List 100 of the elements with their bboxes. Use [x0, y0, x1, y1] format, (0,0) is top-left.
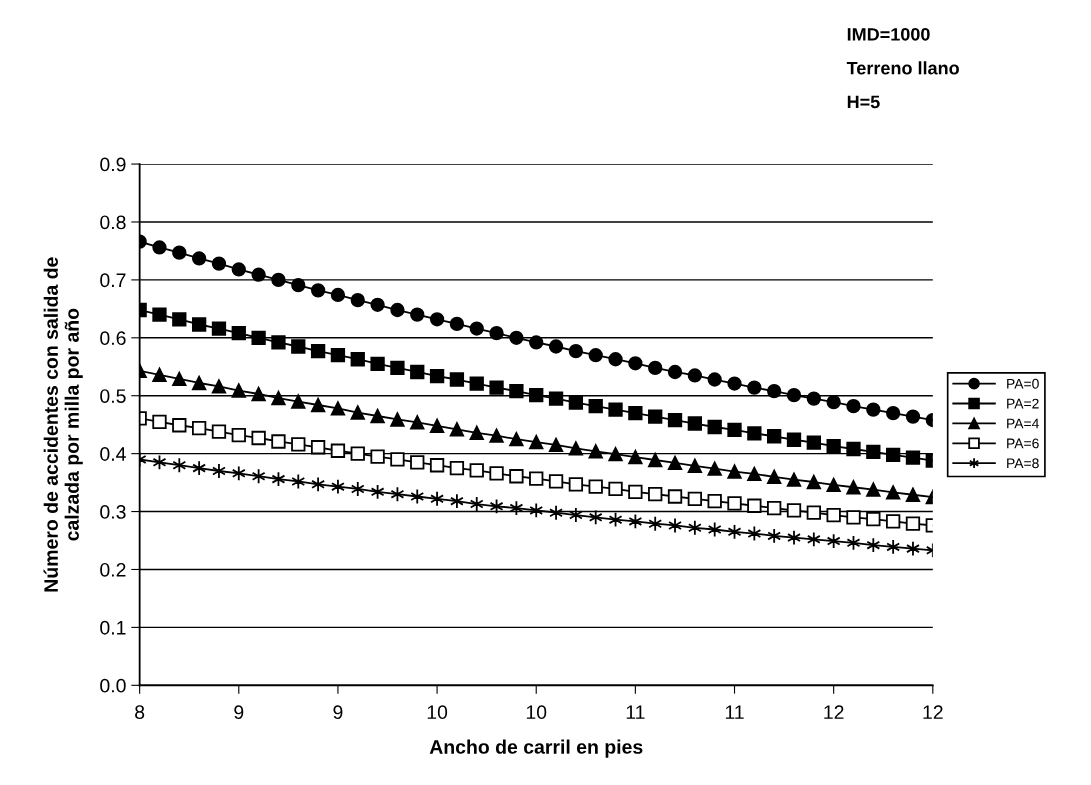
point [489, 466, 504, 481]
legend-label: PA=8 [1007, 458, 1039, 469]
y-tick-label: 0.4 [100, 447, 126, 461]
point [390, 360, 405, 376]
point [787, 529, 801, 546]
point [509, 469, 524, 484]
text: Terreno llano [846, 61, 959, 75]
point [390, 302, 405, 318]
point [905, 450, 921, 465]
legend-label: PA=0 [1007, 378, 1039, 389]
point [687, 519, 702, 536]
point [350, 481, 365, 497]
point [469, 496, 484, 512]
point [172, 312, 187, 327]
point [588, 479, 603, 494]
point [885, 405, 901, 421]
point [449, 316, 465, 332]
point [826, 477, 841, 493]
point [430, 490, 445, 507]
point [370, 297, 385, 312]
point [509, 432, 524, 447]
point [211, 256, 227, 271]
point [291, 437, 306, 452]
point [271, 390, 286, 406]
point [310, 397, 326, 413]
point [310, 283, 326, 298]
text: H=5 [847, 95, 880, 109]
point [449, 493, 464, 509]
x-tick-label: 10 [427, 705, 448, 720]
point [529, 387, 544, 403]
point [707, 461, 722, 476]
point [767, 528, 782, 544]
y-tick-label: 0.0 [100, 678, 126, 693]
point [786, 503, 802, 518]
point [152, 240, 167, 255]
point [747, 498, 762, 513]
point [291, 339, 306, 354]
point [390, 452, 405, 467]
point [568, 441, 584, 456]
point [568, 343, 584, 359]
point [727, 496, 742, 511]
point [191, 251, 207, 266]
point [826, 533, 841, 549]
point [747, 426, 762, 441]
point [548, 474, 564, 489]
point [370, 356, 385, 372]
point [449, 422, 465, 437]
point [628, 356, 643, 371]
point [687, 458, 703, 473]
point [449, 372, 465, 387]
point [251, 386, 266, 402]
point [529, 502, 544, 519]
point [509, 383, 524, 399]
point [251, 267, 266, 282]
point [548, 437, 564, 453]
point [568, 477, 584, 492]
point [291, 394, 306, 409]
x-tick-label: 11 [626, 705, 645, 719]
point [509, 330, 524, 345]
y-tick-label: 0.6 [100, 331, 126, 346]
point [608, 481, 623, 497]
point [905, 516, 921, 531]
point [667, 412, 683, 428]
point [707, 493, 722, 509]
point [608, 447, 623, 462]
y-tick-label: 0.3 [100, 505, 126, 519]
point [826, 438, 841, 454]
point [667, 364, 683, 380]
point [866, 444, 881, 460]
point [152, 414, 167, 429]
point [648, 515, 663, 532]
point [231, 383, 246, 398]
point [628, 449, 643, 465]
x-tick-label: 10 [526, 705, 547, 720]
point [469, 321, 484, 336]
point [429, 458, 445, 473]
x-tick-label: 9 [333, 705, 343, 720]
x-tick-label: 12 [923, 705, 943, 719]
point [747, 525, 762, 542]
point [667, 455, 683, 471]
point [291, 473, 306, 490]
y-tick-label: 0.2 [100, 562, 126, 577]
point [211, 321, 227, 336]
point [191, 421, 207, 436]
point [885, 514, 901, 529]
x-tick-label: 8 [135, 705, 145, 720]
point [271, 335, 286, 350]
point [727, 422, 742, 438]
point [885, 485, 901, 500]
point [905, 487, 921, 502]
point [370, 408, 385, 424]
point [211, 379, 227, 394]
point [866, 482, 881, 497]
point [310, 343, 326, 359]
point [331, 478, 345, 495]
point [172, 457, 187, 474]
point [667, 489, 683, 504]
point [648, 487, 663, 502]
point [231, 427, 246, 443]
point [747, 380, 762, 395]
